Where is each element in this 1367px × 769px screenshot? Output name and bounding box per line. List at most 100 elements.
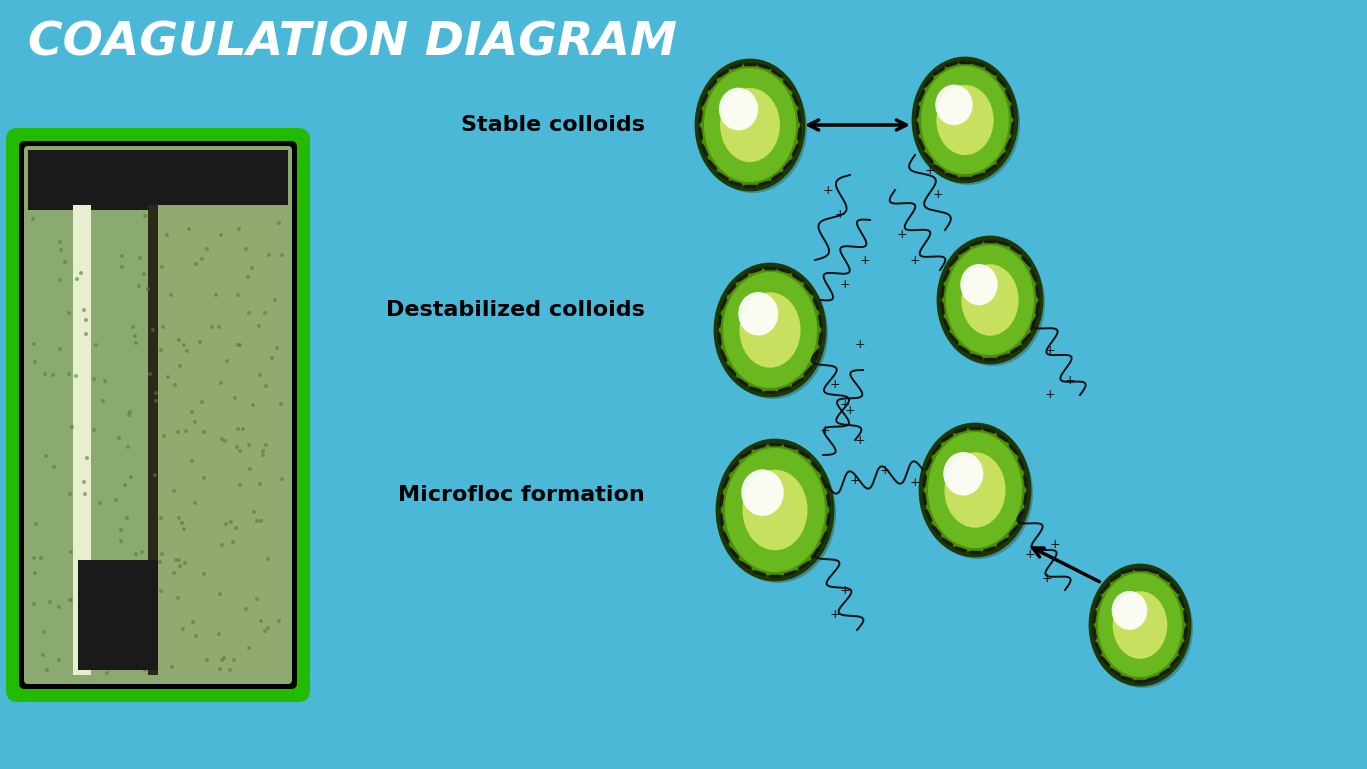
Circle shape — [236, 227, 241, 231]
Ellipse shape — [740, 292, 801, 368]
Ellipse shape — [741, 469, 783, 516]
Circle shape — [217, 325, 221, 329]
Ellipse shape — [960, 264, 998, 305]
Text: +: + — [839, 584, 850, 597]
Circle shape — [51, 373, 55, 377]
Circle shape — [236, 293, 241, 297]
Circle shape — [165, 233, 170, 237]
Text: +: + — [1044, 344, 1055, 357]
Ellipse shape — [940, 240, 1044, 366]
Circle shape — [236, 343, 241, 347]
Circle shape — [247, 467, 252, 471]
Ellipse shape — [699, 63, 807, 193]
Ellipse shape — [704, 68, 796, 182]
Ellipse shape — [1113, 591, 1167, 659]
Circle shape — [31, 217, 36, 221]
Circle shape — [247, 646, 252, 650]
Circle shape — [278, 619, 282, 623]
Ellipse shape — [961, 265, 1018, 336]
Text: +: + — [1050, 538, 1061, 551]
Circle shape — [57, 658, 62, 662]
Ellipse shape — [923, 427, 1033, 559]
Circle shape — [142, 272, 146, 276]
Circle shape — [250, 266, 254, 270]
Ellipse shape — [720, 88, 781, 162]
Circle shape — [82, 480, 86, 484]
Circle shape — [67, 311, 71, 315]
Circle shape — [159, 589, 163, 593]
Circle shape — [153, 613, 157, 617]
FancyBboxPatch shape — [5, 128, 310, 702]
Circle shape — [52, 465, 56, 469]
Ellipse shape — [723, 272, 817, 388]
Circle shape — [133, 648, 137, 652]
Circle shape — [202, 476, 206, 480]
Ellipse shape — [913, 58, 1017, 182]
Text: +: + — [839, 398, 850, 411]
Circle shape — [211, 325, 215, 329]
Circle shape — [224, 522, 228, 526]
Circle shape — [153, 473, 157, 477]
Circle shape — [105, 671, 109, 675]
Circle shape — [134, 552, 138, 556]
Text: +: + — [1025, 548, 1035, 561]
Text: +: + — [830, 378, 841, 391]
Circle shape — [267, 557, 271, 561]
Circle shape — [220, 658, 224, 662]
Circle shape — [278, 221, 282, 225]
Ellipse shape — [719, 268, 822, 392]
Circle shape — [221, 656, 226, 660]
Circle shape — [68, 598, 72, 602]
Text: +: + — [854, 434, 865, 447]
Circle shape — [217, 667, 221, 671]
Text: +: + — [854, 338, 865, 351]
Circle shape — [190, 410, 194, 414]
Circle shape — [42, 630, 46, 634]
Text: +: + — [820, 424, 830, 437]
Text: Stable colloids: Stable colloids — [461, 115, 645, 135]
Circle shape — [57, 605, 62, 609]
Circle shape — [238, 483, 242, 487]
Circle shape — [68, 550, 72, 554]
Circle shape — [256, 519, 258, 523]
Circle shape — [226, 359, 230, 363]
Circle shape — [238, 343, 242, 347]
Circle shape — [252, 403, 256, 407]
Circle shape — [144, 214, 148, 218]
Circle shape — [100, 561, 104, 565]
Ellipse shape — [921, 66, 1009, 174]
Circle shape — [154, 399, 159, 403]
Circle shape — [83, 492, 87, 496]
Circle shape — [34, 522, 38, 526]
Circle shape — [170, 665, 174, 669]
Circle shape — [262, 311, 267, 315]
Circle shape — [185, 349, 189, 353]
Circle shape — [57, 278, 62, 282]
Circle shape — [138, 256, 142, 260]
Circle shape — [41, 653, 45, 657]
Ellipse shape — [924, 428, 1027, 552]
Circle shape — [180, 627, 185, 631]
Ellipse shape — [1094, 569, 1187, 681]
Circle shape — [194, 262, 198, 266]
Circle shape — [101, 399, 105, 403]
Circle shape — [134, 600, 138, 604]
Circle shape — [200, 400, 204, 404]
Ellipse shape — [725, 448, 826, 572]
Circle shape — [275, 346, 279, 350]
Circle shape — [215, 293, 217, 297]
Circle shape — [247, 443, 252, 447]
Text: +: + — [909, 254, 920, 267]
Circle shape — [98, 501, 103, 505]
Bar — [78, 560, 159, 670]
Circle shape — [178, 364, 182, 368]
Circle shape — [42, 372, 46, 376]
Circle shape — [243, 607, 247, 611]
Circle shape — [63, 260, 67, 264]
Circle shape — [220, 543, 224, 547]
Circle shape — [122, 579, 126, 583]
Circle shape — [170, 293, 174, 297]
Circle shape — [241, 427, 245, 431]
Circle shape — [120, 265, 124, 269]
Circle shape — [118, 585, 122, 589]
